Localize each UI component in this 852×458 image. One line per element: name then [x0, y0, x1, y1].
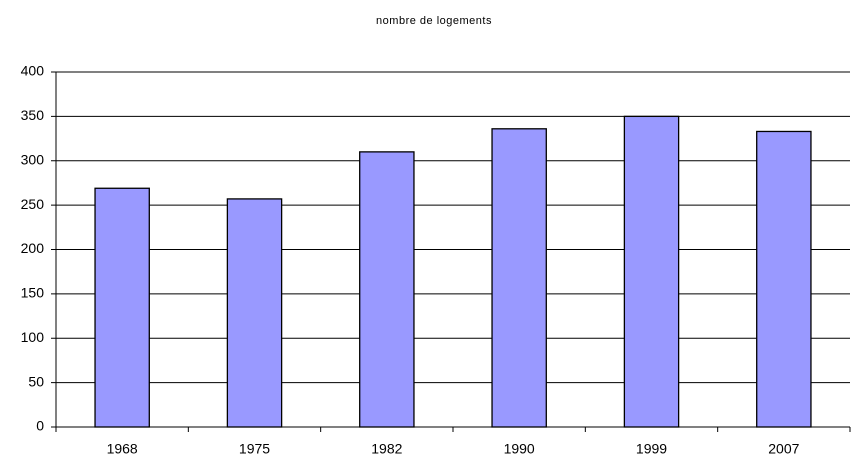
bar [491, 128, 547, 428]
y-tick-label: 200 [21, 240, 45, 256]
y-tick-label: 400 [21, 63, 45, 79]
y-tick-label: 100 [21, 329, 45, 345]
x-tick-label: 1968 [107, 441, 138, 457]
bar [94, 187, 150, 428]
x-tick-label: 1982 [371, 441, 402, 457]
y-tick-label: 0 [36, 418, 44, 434]
y-tick-label: 50 [28, 373, 44, 389]
x-tick-label: 1975 [239, 441, 270, 457]
x-tick-label: 1999 [636, 441, 667, 457]
bar [756, 130, 812, 428]
x-tick-label: 1990 [504, 441, 535, 457]
chart-title: nombre de logements [376, 15, 492, 27]
x-tick-label: 2007 [768, 441, 799, 457]
y-tick-label: 300 [21, 151, 45, 167]
y-tick-label: 250 [21, 196, 45, 212]
bar [623, 115, 680, 428]
y-tick-label: 350 [21, 107, 45, 123]
y-tick-label: 150 [21, 285, 45, 301]
bar [359, 151, 415, 428]
bar [226, 198, 283, 428]
